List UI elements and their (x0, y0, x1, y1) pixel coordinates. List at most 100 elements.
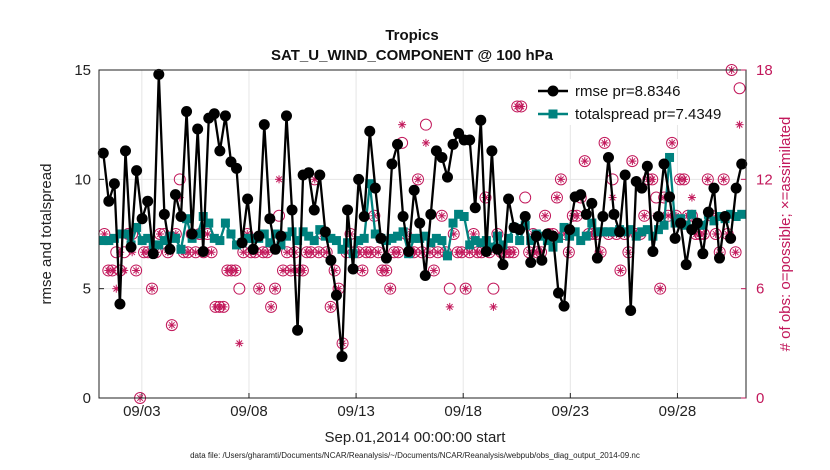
rmse-point (347, 263, 359, 275)
obs-assimilated-stroke (430, 267, 438, 274)
totalspread-point (448, 218, 458, 228)
rmse-point (419, 270, 431, 282)
obs-assimilated-point (298, 266, 307, 275)
obs-assimilated-stroke (470, 230, 477, 238)
totalspread-point (226, 229, 236, 239)
rmse-point (441, 171, 453, 183)
right-axis-ticks: 0 6 12 18 (741, 62, 773, 407)
rmse-point (369, 182, 381, 194)
obs-assimilated-point (263, 248, 272, 257)
rmse-point (714, 252, 726, 264)
rmse-point (97, 147, 109, 159)
obs-assimilated-point (382, 266, 391, 275)
totalspread-series (98, 152, 747, 261)
totalspread-point (98, 236, 108, 246)
rmse-point (197, 245, 209, 257)
obs-assimilated-stroke (220, 303, 227, 311)
totalspread-point (581, 231, 591, 241)
obs-assimilated-stroke (732, 249, 739, 256)
obs-possible-point (598, 136, 611, 149)
obs-assimilated-stroke (299, 267, 307, 274)
totalspread-point (559, 222, 569, 232)
rmse-point (397, 211, 409, 223)
rmse-point (730, 182, 742, 194)
obs-assimilated-stroke (240, 249, 247, 256)
rmse-point (169, 189, 181, 201)
rmse-point (647, 245, 659, 257)
x-axis-ticks: 09/03 09/08 09/13 09/18 09/23 09/28 (123, 403, 696, 420)
obs-assimilated-stroke (736, 121, 743, 128)
totalspread-point (215, 236, 225, 246)
obs-assimilated-stroke (458, 249, 465, 256)
rmse-point (525, 256, 537, 268)
totalspread-point (570, 227, 580, 237)
right-tick-label: 0 (756, 390, 764, 407)
rmse-point (258, 119, 270, 131)
obs-assimilated-point (668, 138, 677, 147)
rmse-point (330, 289, 342, 301)
rmse-point (336, 350, 348, 362)
obs-assimilated-point (687, 193, 696, 202)
obs-assimilated-point (445, 302, 454, 311)
obs-assimilated-stroke (704, 176, 711, 183)
obs-assimilated-point (267, 302, 276, 311)
obs-assimilated-point (147, 284, 156, 293)
obs-assimilated-stroke (720, 176, 727, 183)
obs-assimilated-stroke (553, 194, 561, 201)
obs-possible-point (328, 264, 341, 277)
totalspread-point (487, 242, 497, 252)
totalspread-point (232, 240, 242, 250)
rmse-point (530, 230, 542, 242)
obs-assimilated-stroke (462, 285, 469, 292)
obs-assimilated-point (517, 102, 526, 111)
rmse-point (491, 243, 503, 255)
obs-possible-point (411, 173, 424, 186)
obs-assimilated-point (580, 157, 589, 166)
obs-assimilated-stroke (327, 303, 334, 311)
rmse-point (269, 243, 281, 255)
obs-assimilated-stroke (668, 139, 676, 147)
obs-assimilated-stroke (394, 249, 402, 256)
obs-possible-point (324, 300, 337, 313)
rmse-point (158, 208, 170, 220)
totalspread-point (587, 218, 597, 228)
y-tick-label: 10 (74, 171, 91, 188)
legend: rmse pr=8.8346 totalspread pr=7.4349 (531, 79, 721, 125)
plot-frame (98, 69, 747, 399)
obs-possible-point (130, 264, 143, 277)
x-tick-label: 09/18 (444, 403, 482, 420)
obs-assimilated-point (386, 284, 395, 293)
obs-possible-point (384, 282, 397, 295)
rmse-point (164, 243, 176, 255)
obs-possible-point (269, 282, 282, 295)
rmse-point (514, 224, 526, 236)
totalspread-point (315, 225, 325, 235)
rmse-point (142, 195, 154, 207)
obs-possible-point (419, 118, 432, 131)
totalspread-point (137, 236, 147, 246)
rmse-point (436, 151, 448, 163)
rmse-point (708, 182, 720, 194)
x-tick-label: 09/08 (230, 403, 268, 420)
rmse-point (702, 206, 714, 218)
totalspread-point (115, 229, 125, 239)
rmse-point (375, 232, 387, 244)
x-tick-label: 09/23 (552, 403, 590, 420)
obs-assimilated-stroke (192, 249, 199, 256)
obs-assimilated-point (155, 230, 164, 238)
obs-assimilated-point (413, 175, 422, 184)
obs-assimilated-stroke (649, 176, 656, 183)
y-tick-label: 5 (83, 281, 91, 298)
totalspread-point (337, 244, 347, 254)
rmse-point (153, 68, 165, 80)
rmse-point (564, 224, 576, 236)
rmse-point (625, 305, 637, 317)
obs-possible-point (459, 282, 472, 295)
obs-assimilated-stroke (204, 230, 211, 238)
totalspread-point (442, 251, 452, 261)
rmse-point (464, 134, 476, 146)
totalspread-point (398, 227, 408, 237)
rmse-point (364, 125, 376, 137)
rmse-point (131, 165, 143, 177)
